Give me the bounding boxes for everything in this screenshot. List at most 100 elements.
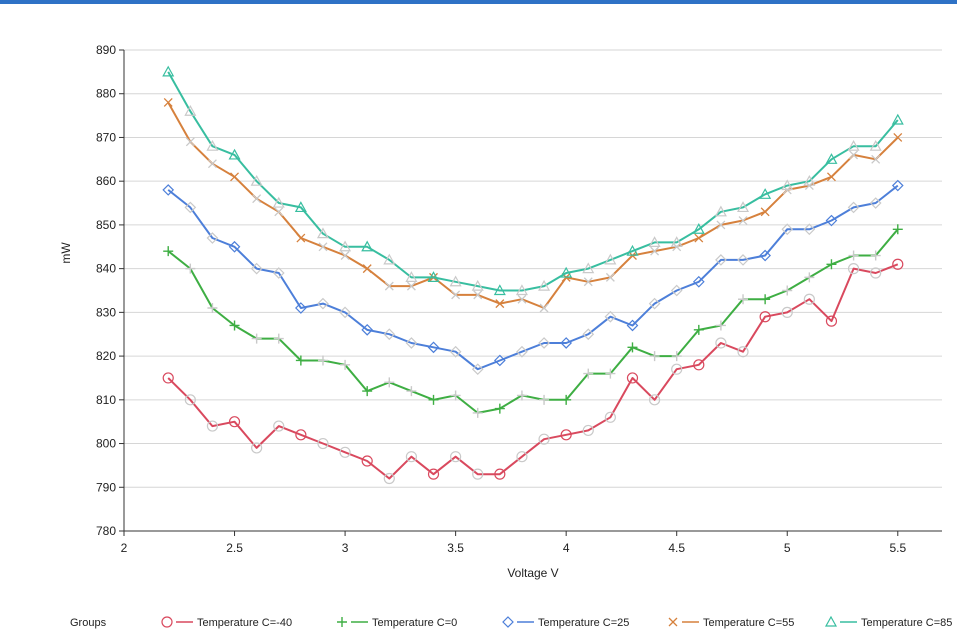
- grid-lines: [124, 49, 942, 488]
- x-tick-label: 5.5: [889, 541, 906, 555]
- data-point: [737, 254, 749, 266]
- data-point: [538, 279, 551, 291]
- data-point: [869, 197, 882, 209]
- data-point: [515, 284, 528, 296]
- data-point: [760, 294, 771, 305]
- data-point: [273, 333, 284, 344]
- legend-label: Temperature C=-40: [197, 617, 292, 629]
- data-point: [847, 263, 860, 275]
- data-point: [471, 363, 484, 376]
- data-point: [184, 104, 197, 116]
- data-point: [626, 319, 639, 332]
- data-point: [162, 65, 175, 77]
- data-point: [427, 341, 440, 354]
- y-tick-label: 860: [96, 174, 116, 188]
- data-point: [759, 188, 772, 199]
- data-point: [605, 272, 615, 282]
- data-point: [206, 232, 219, 244]
- data-point: [517, 294, 527, 304]
- y-tick-label: 880: [96, 87, 116, 101]
- data-point: [207, 302, 218, 313]
- data-point: [825, 315, 838, 327]
- legend-marker: [668, 617, 678, 627]
- data-point: [892, 258, 904, 270]
- legend-label: Temperature C=55: [703, 617, 794, 629]
- data-point: [251, 442, 263, 454]
- data-point: [339, 240, 352, 252]
- data-point: [583, 277, 593, 287]
- data-point: [560, 266, 573, 278]
- legend-title: Groups: [70, 617, 107, 629]
- data-point: [340, 359, 351, 370]
- data-point: [670, 284, 683, 297]
- legend-item: Temperature C=-40: [161, 616, 292, 629]
- data-point: [738, 294, 749, 305]
- data-point: [316, 227, 329, 239]
- legend-label: Temperature C=0: [372, 617, 457, 629]
- series-line: [167, 228, 899, 414]
- data-point: [538, 337, 550, 349]
- data-point: [604, 411, 616, 423]
- data-point: [583, 368, 594, 379]
- data-point: [272, 267, 285, 279]
- series-0: [162, 258, 904, 485]
- y-tick-label: 830: [96, 305, 116, 319]
- series-line: [167, 184, 899, 371]
- data-point: [847, 201, 860, 214]
- data-point: [604, 310, 617, 323]
- data-point: [803, 174, 816, 186]
- data-point: [449, 275, 462, 287]
- data-point: [405, 337, 418, 349]
- data-point: [250, 262, 263, 275]
- data-point: [738, 216, 748, 225]
- series-line: [167, 71, 899, 292]
- data-point: [649, 351, 660, 362]
- data-point: [406, 386, 417, 397]
- data-point: [296, 233, 306, 243]
- legend-label: Temperature C=25: [538, 617, 629, 629]
- data-point: [648, 394, 661, 406]
- data-point: [361, 240, 374, 252]
- data-point: [295, 355, 306, 366]
- data-point: [847, 139, 860, 151]
- x-tick-label: 2.5: [226, 541, 243, 555]
- data-point: [692, 275, 705, 288]
- data-point: [516, 451, 528, 463]
- data-point: [538, 433, 550, 445]
- y-tick-label: 820: [96, 349, 116, 363]
- data-point: [339, 306, 351, 319]
- legend-marker: [824, 615, 838, 627]
- data-point: [362, 386, 373, 397]
- data-point: [759, 249, 771, 262]
- legend-marker: [161, 616, 173, 628]
- x-tick-label: 2: [121, 541, 128, 555]
- data-point: [626, 372, 639, 384]
- data-point: [737, 201, 750, 213]
- x-tick-label: 5: [784, 541, 791, 555]
- data-point: [582, 328, 595, 341]
- series-line: [167, 102, 899, 309]
- data-point: [228, 240, 241, 253]
- data-point: [252, 194, 262, 204]
- data-point: [804, 272, 815, 283]
- data-point: [605, 368, 616, 379]
- data-point: [714, 205, 727, 217]
- data-point: [384, 377, 395, 388]
- data-point: [694, 233, 704, 243]
- data-point: [782, 285, 793, 296]
- series-4: [162, 65, 904, 296]
- data-point: [207, 159, 217, 169]
- data-point: [715, 254, 727, 266]
- x-tick-label: 3: [342, 541, 349, 555]
- data-point: [561, 394, 572, 405]
- x-tick-label: 4: [563, 541, 570, 555]
- data-point: [825, 153, 838, 164]
- data-point: [162, 372, 174, 384]
- y-axis-ticks: 780 790 800 810 820 830 840 850 860 870 880 890: [96, 43, 124, 538]
- data-point: [450, 451, 462, 463]
- data-point: [184, 394, 196, 406]
- data-point: [230, 172, 240, 182]
- data-point: [627, 342, 638, 353]
- data-point: [317, 355, 328, 366]
